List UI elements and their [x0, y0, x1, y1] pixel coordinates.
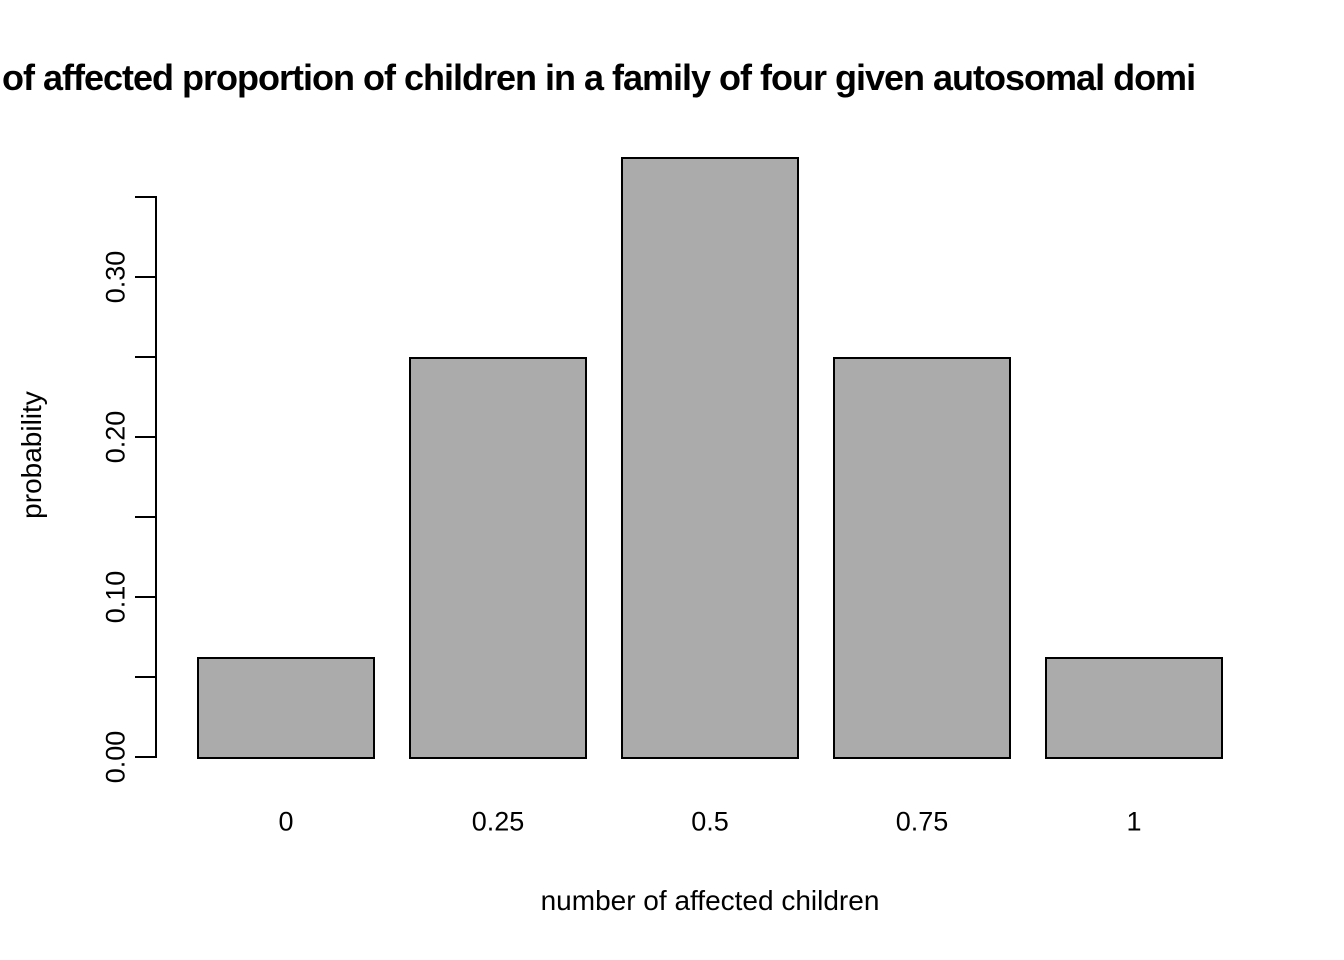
y-axis-tick	[135, 196, 155, 198]
x-tick-label: 0.25	[471, 806, 525, 837]
bar-0.25	[409, 357, 587, 759]
x-tick-label: 0	[278, 806, 294, 837]
y-axis-line	[155, 196, 157, 758]
y-axis-tick	[135, 596, 155, 598]
y-axis-tick	[135, 436, 155, 438]
bar-0	[197, 657, 375, 759]
y-tick-label: 0.10	[100, 570, 131, 624]
bar-0.5	[621, 157, 799, 759]
y-axis-tick	[135, 516, 155, 518]
y-axis-tick	[135, 276, 155, 278]
bar-0.75	[833, 357, 1011, 759]
x-tick-label: 0.5	[691, 806, 729, 837]
bar-1	[1045, 657, 1223, 759]
x-tick-label: 1	[1126, 806, 1142, 837]
x-axis-title: number of affected children	[540, 885, 880, 916]
x-tick-label: 0.75	[895, 806, 949, 837]
y-axis-title: probability	[16, 391, 47, 519]
y-axis-tick	[135, 756, 155, 758]
y-axis-tick	[135, 676, 155, 678]
y-tick-label: 0.30	[100, 250, 131, 304]
y-axis-tick	[135, 356, 155, 358]
chart-title: of affected proportion of children in a …	[2, 57, 1196, 98]
y-tick-label: 0.00	[100, 730, 131, 784]
y-tick-label: 0.20	[100, 410, 131, 464]
